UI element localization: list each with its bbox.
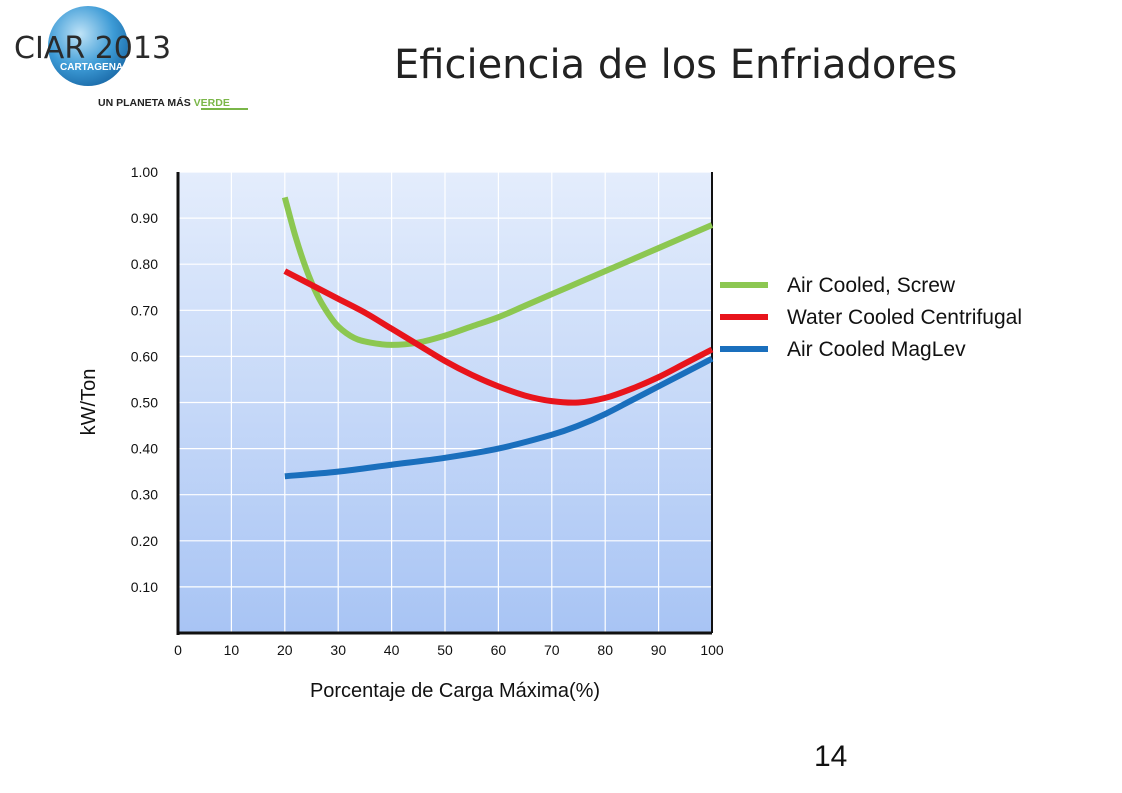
- x-axis-label: Porcentaje de Carga Máxima(%): [310, 680, 600, 702]
- y-axis-label: kW/Ton: [78, 369, 100, 436]
- x-tick-label: 90: [651, 642, 667, 658]
- y-tick-label: 0.90: [131, 210, 158, 226]
- x-tick-label: 60: [491, 642, 507, 658]
- y-tick-label: 0.80: [131, 256, 158, 272]
- y-tick-label: 0.30: [131, 487, 158, 503]
- y-tick-label: 0.20: [131, 533, 158, 549]
- x-tick-label: 70: [544, 642, 560, 658]
- logo-text: CIAR 2013: [14, 31, 171, 66]
- y-tick-label: 1.00: [131, 164, 158, 180]
- logo-tagline: UN PLANETA MÁS VERDE: [98, 96, 230, 109]
- series-line-air-cooled-maglev: [284, 356, 714, 480]
- legend-label: Air Cooled MagLev: [787, 338, 966, 361]
- logo-city: CARTAGENA: [60, 62, 123, 73]
- x-tick-label: 80: [597, 642, 613, 658]
- legend-label: Water Cooled Centrifugal: [787, 306, 1022, 329]
- slide-number: 14: [814, 740, 848, 773]
- ciar-logo-graphic: CIAR 2013 CARTAGENA UN PLANETA MÁS VERDE: [14, 6, 248, 110]
- y-tick-label: 0.40: [131, 441, 158, 457]
- series-line-air-cooled-screw: [281, 196, 714, 348]
- series-line-water-cooled-centrifugal: [283, 268, 714, 406]
- x-tick-label: 10: [224, 642, 240, 658]
- y-tick-label: 0.50: [131, 395, 158, 411]
- legend-label: Air Cooled, Screw: [787, 274, 956, 297]
- y-tick-label: 0.10: [131, 579, 158, 595]
- globe-icon: [48, 6, 128, 86]
- ciar-logo: CIAR 2013 CARTAGENA UN PLANETA MÁS VERDE: [6, 4, 256, 114]
- x-tick-label: 40: [384, 642, 400, 658]
- x-tick-label: 50: [437, 642, 453, 658]
- x-tick-label: 100: [700, 642, 724, 658]
- page-title: Eficiencia de los Enfriadores: [394, 42, 958, 88]
- x-tick-label: 0: [174, 642, 182, 658]
- x-tick-label: 20: [277, 642, 293, 658]
- y-tick-label: 0.70: [131, 302, 158, 318]
- x-tick-label: 30: [330, 642, 346, 658]
- y-tick-label: 0.60: [131, 348, 158, 364]
